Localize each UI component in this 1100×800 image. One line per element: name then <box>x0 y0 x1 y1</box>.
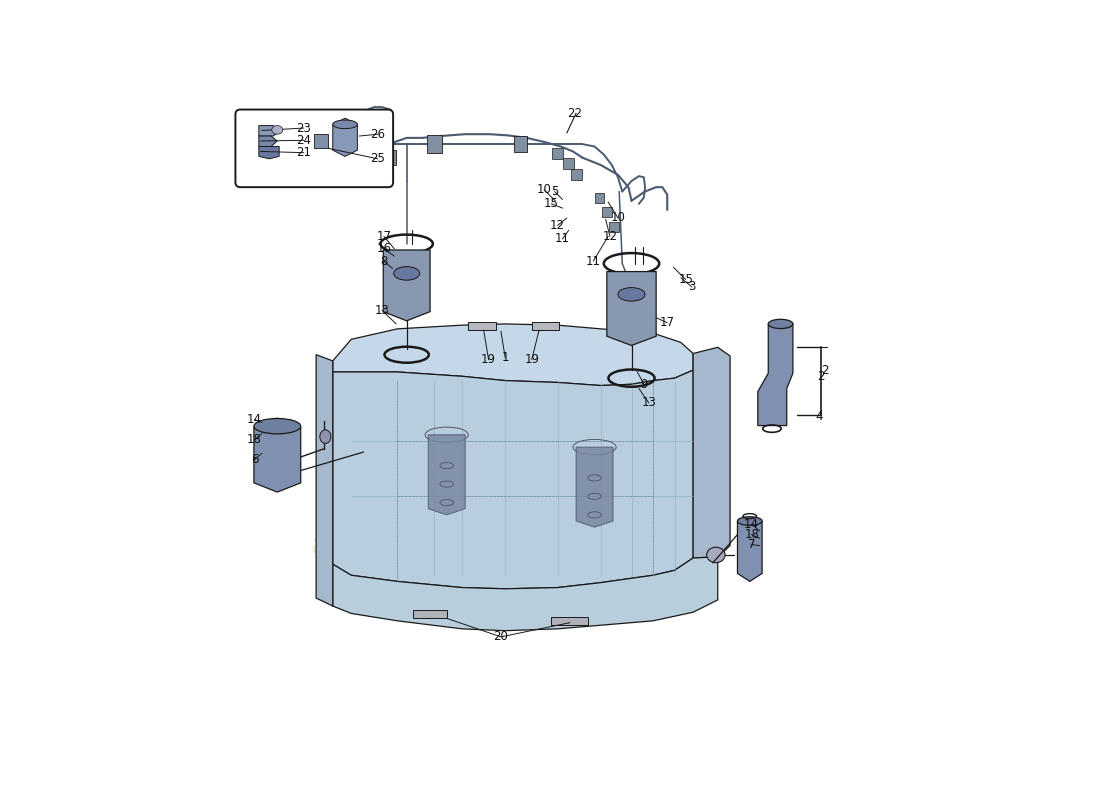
Text: 19: 19 <box>481 353 496 366</box>
Bar <box>515 136 527 152</box>
Polygon shape <box>607 271 656 346</box>
Bar <box>594 193 604 202</box>
Polygon shape <box>258 136 277 146</box>
Polygon shape <box>737 521 762 582</box>
Polygon shape <box>758 324 793 426</box>
Ellipse shape <box>768 319 793 329</box>
Text: 26: 26 <box>371 128 385 141</box>
Text: 18: 18 <box>745 528 759 541</box>
Bar <box>552 148 563 159</box>
Text: 17: 17 <box>660 316 674 329</box>
Text: 19: 19 <box>525 353 539 366</box>
Bar <box>602 207 612 217</box>
Text: 10: 10 <box>537 183 551 196</box>
Text: 22: 22 <box>568 106 582 120</box>
FancyBboxPatch shape <box>235 110 393 187</box>
Bar <box>427 135 442 154</box>
Text: 23: 23 <box>296 122 311 134</box>
Bar <box>563 158 574 170</box>
Text: 1: 1 <box>502 351 509 364</box>
Polygon shape <box>316 354 332 606</box>
Polygon shape <box>383 250 430 321</box>
Polygon shape <box>412 610 447 618</box>
Polygon shape <box>332 370 693 589</box>
Polygon shape <box>469 322 496 330</box>
Text: 13: 13 <box>375 304 389 317</box>
Polygon shape <box>332 557 717 630</box>
Text: 20: 20 <box>494 630 508 643</box>
Text: 24: 24 <box>296 134 311 147</box>
Text: 2: 2 <box>822 364 828 377</box>
Ellipse shape <box>706 547 725 562</box>
Ellipse shape <box>737 517 762 526</box>
Ellipse shape <box>618 287 645 301</box>
Text: 14: 14 <box>248 413 262 426</box>
Polygon shape <box>428 434 465 515</box>
Text: 11: 11 <box>556 233 570 246</box>
Polygon shape <box>254 418 300 492</box>
Text: 14: 14 <box>744 518 759 530</box>
Polygon shape <box>576 447 613 527</box>
Bar <box>384 150 396 165</box>
Polygon shape <box>693 347 730 558</box>
Ellipse shape <box>272 126 283 134</box>
Text: europes: europes <box>350 463 654 530</box>
Text: 18: 18 <box>248 434 262 446</box>
Text: 15: 15 <box>544 198 559 210</box>
Ellipse shape <box>320 430 331 443</box>
Bar <box>315 134 328 148</box>
Text: 3: 3 <box>689 281 695 294</box>
Text: 12: 12 <box>550 219 565 232</box>
Text: 12: 12 <box>603 230 617 243</box>
Text: 9: 9 <box>640 378 648 390</box>
Text: 5: 5 <box>551 185 558 198</box>
Polygon shape <box>332 118 358 156</box>
Text: 25: 25 <box>371 152 385 166</box>
Polygon shape <box>332 324 693 386</box>
Ellipse shape <box>332 120 358 129</box>
Text: a passion for parts since 1985: a passion for parts since 1985 <box>311 532 730 560</box>
Polygon shape <box>258 126 282 136</box>
Text: 21: 21 <box>296 146 311 159</box>
Text: 10: 10 <box>610 211 626 225</box>
Text: 8: 8 <box>381 254 387 267</box>
Ellipse shape <box>394 266 419 280</box>
Text: 7: 7 <box>748 538 756 551</box>
Text: 15: 15 <box>679 273 693 286</box>
Polygon shape <box>258 146 279 159</box>
Text: 11: 11 <box>586 254 601 267</box>
Text: 4: 4 <box>815 410 823 423</box>
Text: 6: 6 <box>251 453 258 466</box>
Bar <box>571 170 582 180</box>
Text: 13: 13 <box>641 396 657 410</box>
Polygon shape <box>531 322 559 330</box>
Ellipse shape <box>254 418 300 434</box>
Text: 16: 16 <box>376 242 392 255</box>
Bar <box>609 222 619 231</box>
Text: 17: 17 <box>376 230 392 243</box>
Polygon shape <box>551 617 588 625</box>
Text: 2: 2 <box>817 370 825 382</box>
